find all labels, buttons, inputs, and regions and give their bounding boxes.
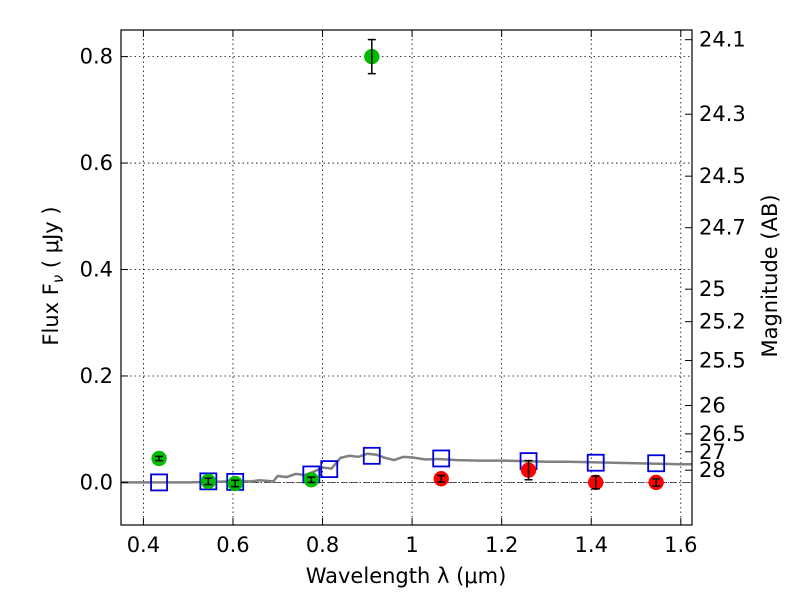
grid bbox=[121, 30, 692, 525]
model-spectrum-line bbox=[121, 452, 692, 484]
x-axis-label: Wavelength λ (μm) bbox=[306, 564, 507, 588]
y-tick-label: 0.4 bbox=[80, 258, 113, 282]
y2-axis-label: Magnitude (AB) bbox=[758, 194, 782, 357]
mag-tick-label: 24.3 bbox=[699, 102, 746, 126]
y-axis-label-main: Flux F bbox=[39, 283, 63, 345]
mag-tick-label: 24.5 bbox=[699, 164, 746, 188]
x-tick-label: 0.6 bbox=[216, 533, 249, 557]
model-photometry-square bbox=[150, 473, 168, 492]
x-tick-label: 0.8 bbox=[306, 533, 339, 557]
mag-tick-label: 26.5 bbox=[699, 422, 746, 446]
y-tick-label: 0.6 bbox=[80, 151, 113, 175]
y-tick-label: 0.0 bbox=[80, 470, 113, 494]
x-tick-label: 1.6 bbox=[664, 533, 697, 557]
model-photometry-square bbox=[432, 449, 451, 468]
plot-area bbox=[121, 38, 692, 492]
x-tick-label: 1 bbox=[405, 533, 418, 557]
x-tick-label: 1.4 bbox=[575, 533, 608, 557]
mag-tick-label: 25 bbox=[699, 277, 726, 301]
axis-ticks: 0.4 0.6 0.8 1 1.2 1.4 1.6 0.0 0.2 0.4 0.6 0.8 24.1 24… bbox=[80, 28, 746, 557]
mag-tick-label: 24.1 bbox=[699, 28, 746, 52]
y-axis-label: Flux Fν ( μJy ) bbox=[39, 206, 67, 345]
mag-tick-label: 25.2 bbox=[699, 310, 746, 334]
mag-tick-label: 28 bbox=[699, 458, 726, 482]
model-photometry-square bbox=[362, 446, 381, 465]
model-photometry-square bbox=[199, 472, 218, 491]
x-tick-label: 0.4 bbox=[127, 533, 160, 557]
model-photometry-square bbox=[586, 453, 605, 472]
model-photometry-square bbox=[647, 454, 666, 473]
y-axis-label-sub: ν bbox=[49, 275, 67, 283]
y-axis-label-unit: ( μJy ) bbox=[39, 206, 63, 274]
mag-tick-label: 25.5 bbox=[699, 348, 746, 372]
plot-frame bbox=[120, 29, 693, 526]
model-photometry-square bbox=[320, 460, 339, 479]
x-tick-label: 1.2 bbox=[485, 533, 518, 557]
y-tick-label: 0.2 bbox=[80, 364, 113, 388]
mag-tick-label: 27 bbox=[699, 440, 726, 464]
mag-tick-label: 26 bbox=[699, 394, 726, 418]
mag-tick-label: 24.7 bbox=[699, 216, 746, 240]
y-tick-label: 0.8 bbox=[80, 45, 113, 69]
